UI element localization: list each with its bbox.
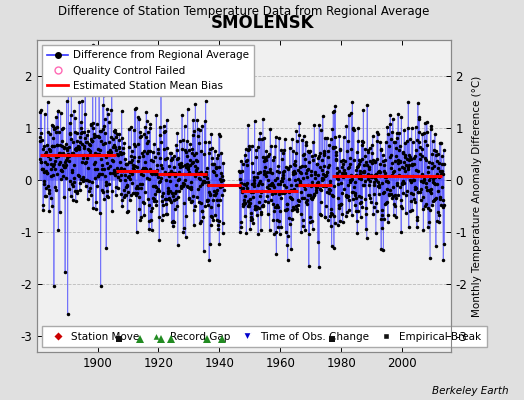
Y-axis label: Monthly Temperature Anomaly Difference (°C): Monthly Temperature Anomaly Difference (… — [472, 75, 482, 317]
Text: SMOLENSK: SMOLENSK — [210, 14, 314, 32]
Text: Berkeley Earth: Berkeley Earth — [432, 386, 508, 396]
Legend: Station Move, Record Gap, Time of Obs. Change, Empirical Break: Station Move, Record Gap, Time of Obs. C… — [42, 326, 487, 347]
Title: Difference of Station Temperature Data from Regional Average: Difference of Station Temperature Data f… — [58, 5, 429, 18]
